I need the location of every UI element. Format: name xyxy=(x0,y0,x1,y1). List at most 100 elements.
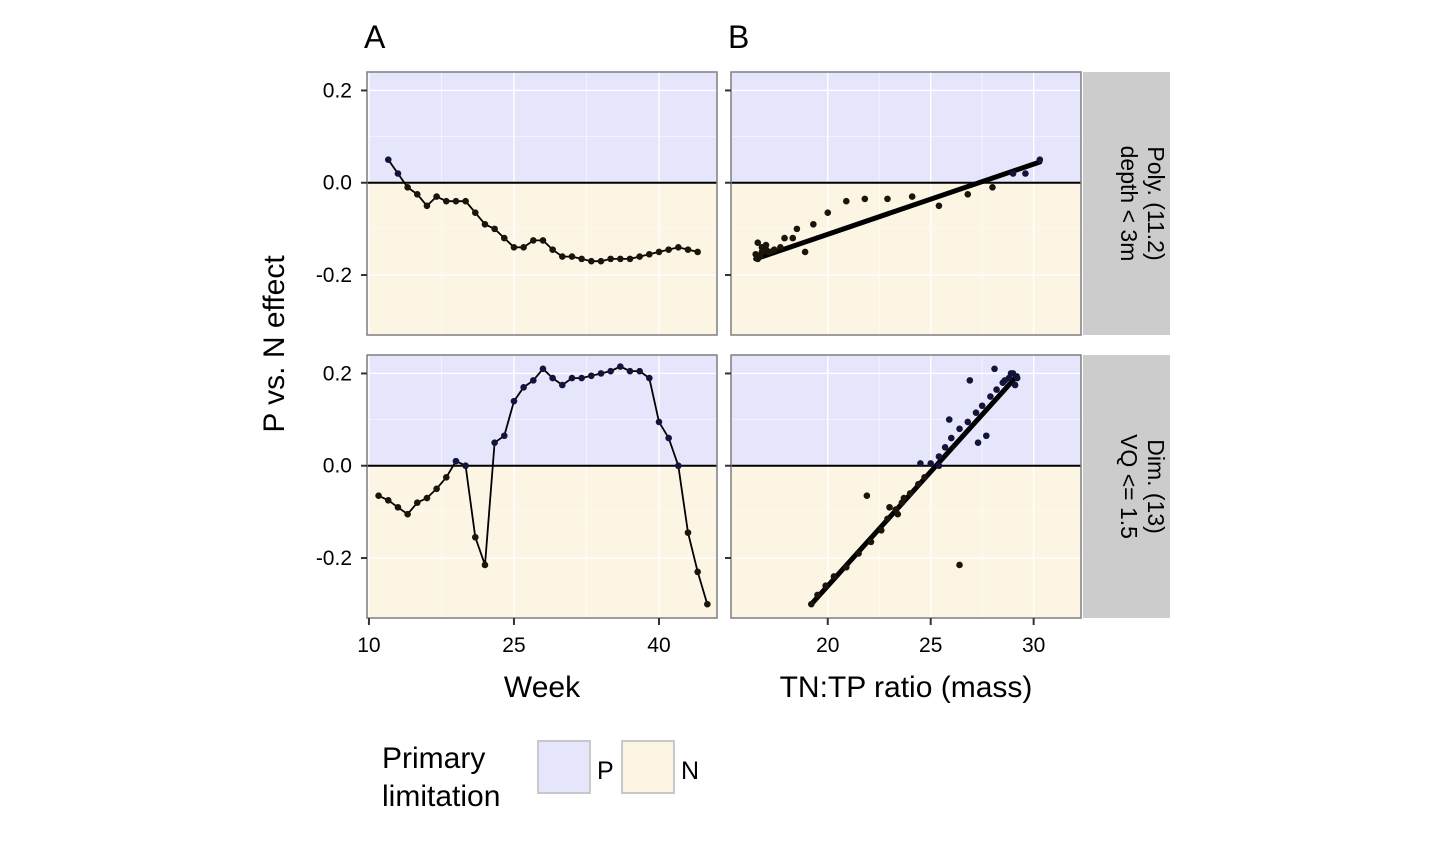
data-point xyxy=(917,460,924,467)
data-point xyxy=(655,248,663,256)
data-point xyxy=(568,374,576,382)
facet-strips: Poly. (11.2)depth < 3m Dim. (13)VQ <= 1.5 xyxy=(1083,72,1170,618)
data-point xyxy=(900,494,908,502)
panel-border xyxy=(366,354,718,619)
strip-background xyxy=(1083,72,1170,335)
data-point xyxy=(1011,381,1019,389)
data-point xyxy=(578,374,585,382)
data-point xyxy=(539,237,547,244)
data-point xyxy=(921,473,928,481)
data-point xyxy=(655,418,663,426)
panel-b-row-1 xyxy=(725,71,1082,336)
data-point xyxy=(665,246,672,253)
data-point xyxy=(384,497,392,504)
data-point xyxy=(1001,377,1009,384)
legend-label-n: N xyxy=(681,757,699,785)
strip-label-line: VQ <= 1.5 xyxy=(1116,434,1142,539)
data-point xyxy=(626,367,634,375)
data-point xyxy=(442,473,450,481)
data-point xyxy=(597,257,605,265)
data-point xyxy=(941,443,949,451)
data-point xyxy=(1009,170,1017,177)
data-point xyxy=(529,237,537,244)
data-point xyxy=(989,184,996,191)
data-point xyxy=(375,492,382,500)
data-point xyxy=(423,202,431,210)
data-point xyxy=(1022,170,1029,177)
data-point xyxy=(607,367,614,375)
data-point xyxy=(675,244,682,251)
strip-label-line: Dim. (13) xyxy=(1143,439,1169,534)
data-point xyxy=(394,503,402,511)
data-point xyxy=(404,510,411,518)
data-point xyxy=(777,244,784,251)
data-point xyxy=(694,568,701,576)
data-point xyxy=(413,499,421,506)
data-point xyxy=(987,393,994,400)
panel-b-row-2 xyxy=(725,354,1082,619)
data-point xyxy=(597,370,605,377)
data-point xyxy=(452,457,460,465)
y-tick-label: -0.2 xyxy=(316,264,352,287)
legend-key-n xyxy=(621,740,675,794)
data-point xyxy=(770,246,778,253)
data-point xyxy=(491,225,498,233)
data-point xyxy=(927,460,935,467)
data-point xyxy=(481,220,489,228)
data-point xyxy=(814,591,821,599)
panel-a-row-2 xyxy=(361,354,718,619)
strip-background xyxy=(1083,355,1170,618)
x-tick-label: 30 xyxy=(1022,634,1045,657)
n-limitation-region xyxy=(731,465,1081,618)
panel-border xyxy=(730,354,1082,619)
data-point xyxy=(789,234,797,242)
x-tick-label: 20 xyxy=(816,634,839,657)
data-point xyxy=(559,253,566,260)
data-point xyxy=(810,220,817,228)
data-point xyxy=(781,234,788,242)
data-point xyxy=(694,248,701,256)
panels: -0.2 0.0 0.2 -0.2 0.0 0.2 xyxy=(316,71,1082,619)
data-point xyxy=(617,363,624,370)
data-point xyxy=(675,462,682,470)
data-point xyxy=(462,462,469,470)
data-point xyxy=(520,244,527,251)
data-point xyxy=(510,397,518,405)
data-point xyxy=(510,244,518,251)
strip-label-line: depth < 3m xyxy=(1116,146,1142,262)
data-point xyxy=(520,383,527,391)
data-point xyxy=(935,453,943,460)
data-point xyxy=(964,190,972,198)
data-point xyxy=(607,255,614,263)
data-point xyxy=(394,170,402,177)
x-axes: 10 25 40 Week 20 25 30 TN:TP ratio (mass) xyxy=(357,618,1045,704)
facet-strip-row-1: Poly. (11.2)depth < 3m xyxy=(1083,72,1170,335)
x-axis-title-b: TN:TP ratio (mass) xyxy=(780,671,1033,704)
data-point xyxy=(886,503,893,511)
data-point xyxy=(956,561,963,569)
data-point xyxy=(539,365,547,373)
data-point xyxy=(978,402,986,410)
data-point xyxy=(549,246,556,253)
legend-title-line-1: Primary xyxy=(382,742,485,775)
data-point xyxy=(824,209,832,217)
data-point xyxy=(1013,374,1021,382)
data-point xyxy=(665,434,672,442)
data-point xyxy=(855,550,862,557)
data-point xyxy=(684,529,692,536)
data-point xyxy=(481,561,489,569)
data-point xyxy=(915,480,922,488)
data-point xyxy=(935,462,943,470)
data-point xyxy=(578,255,585,263)
data-point xyxy=(404,184,411,191)
data-point xyxy=(588,257,595,265)
data-point xyxy=(793,225,801,233)
data-point xyxy=(559,381,566,389)
data-point xyxy=(684,246,692,253)
data-point xyxy=(945,416,953,423)
data-point xyxy=(636,367,643,375)
panel-border xyxy=(730,71,1082,336)
panel-border xyxy=(366,71,718,336)
data-point xyxy=(982,432,990,440)
